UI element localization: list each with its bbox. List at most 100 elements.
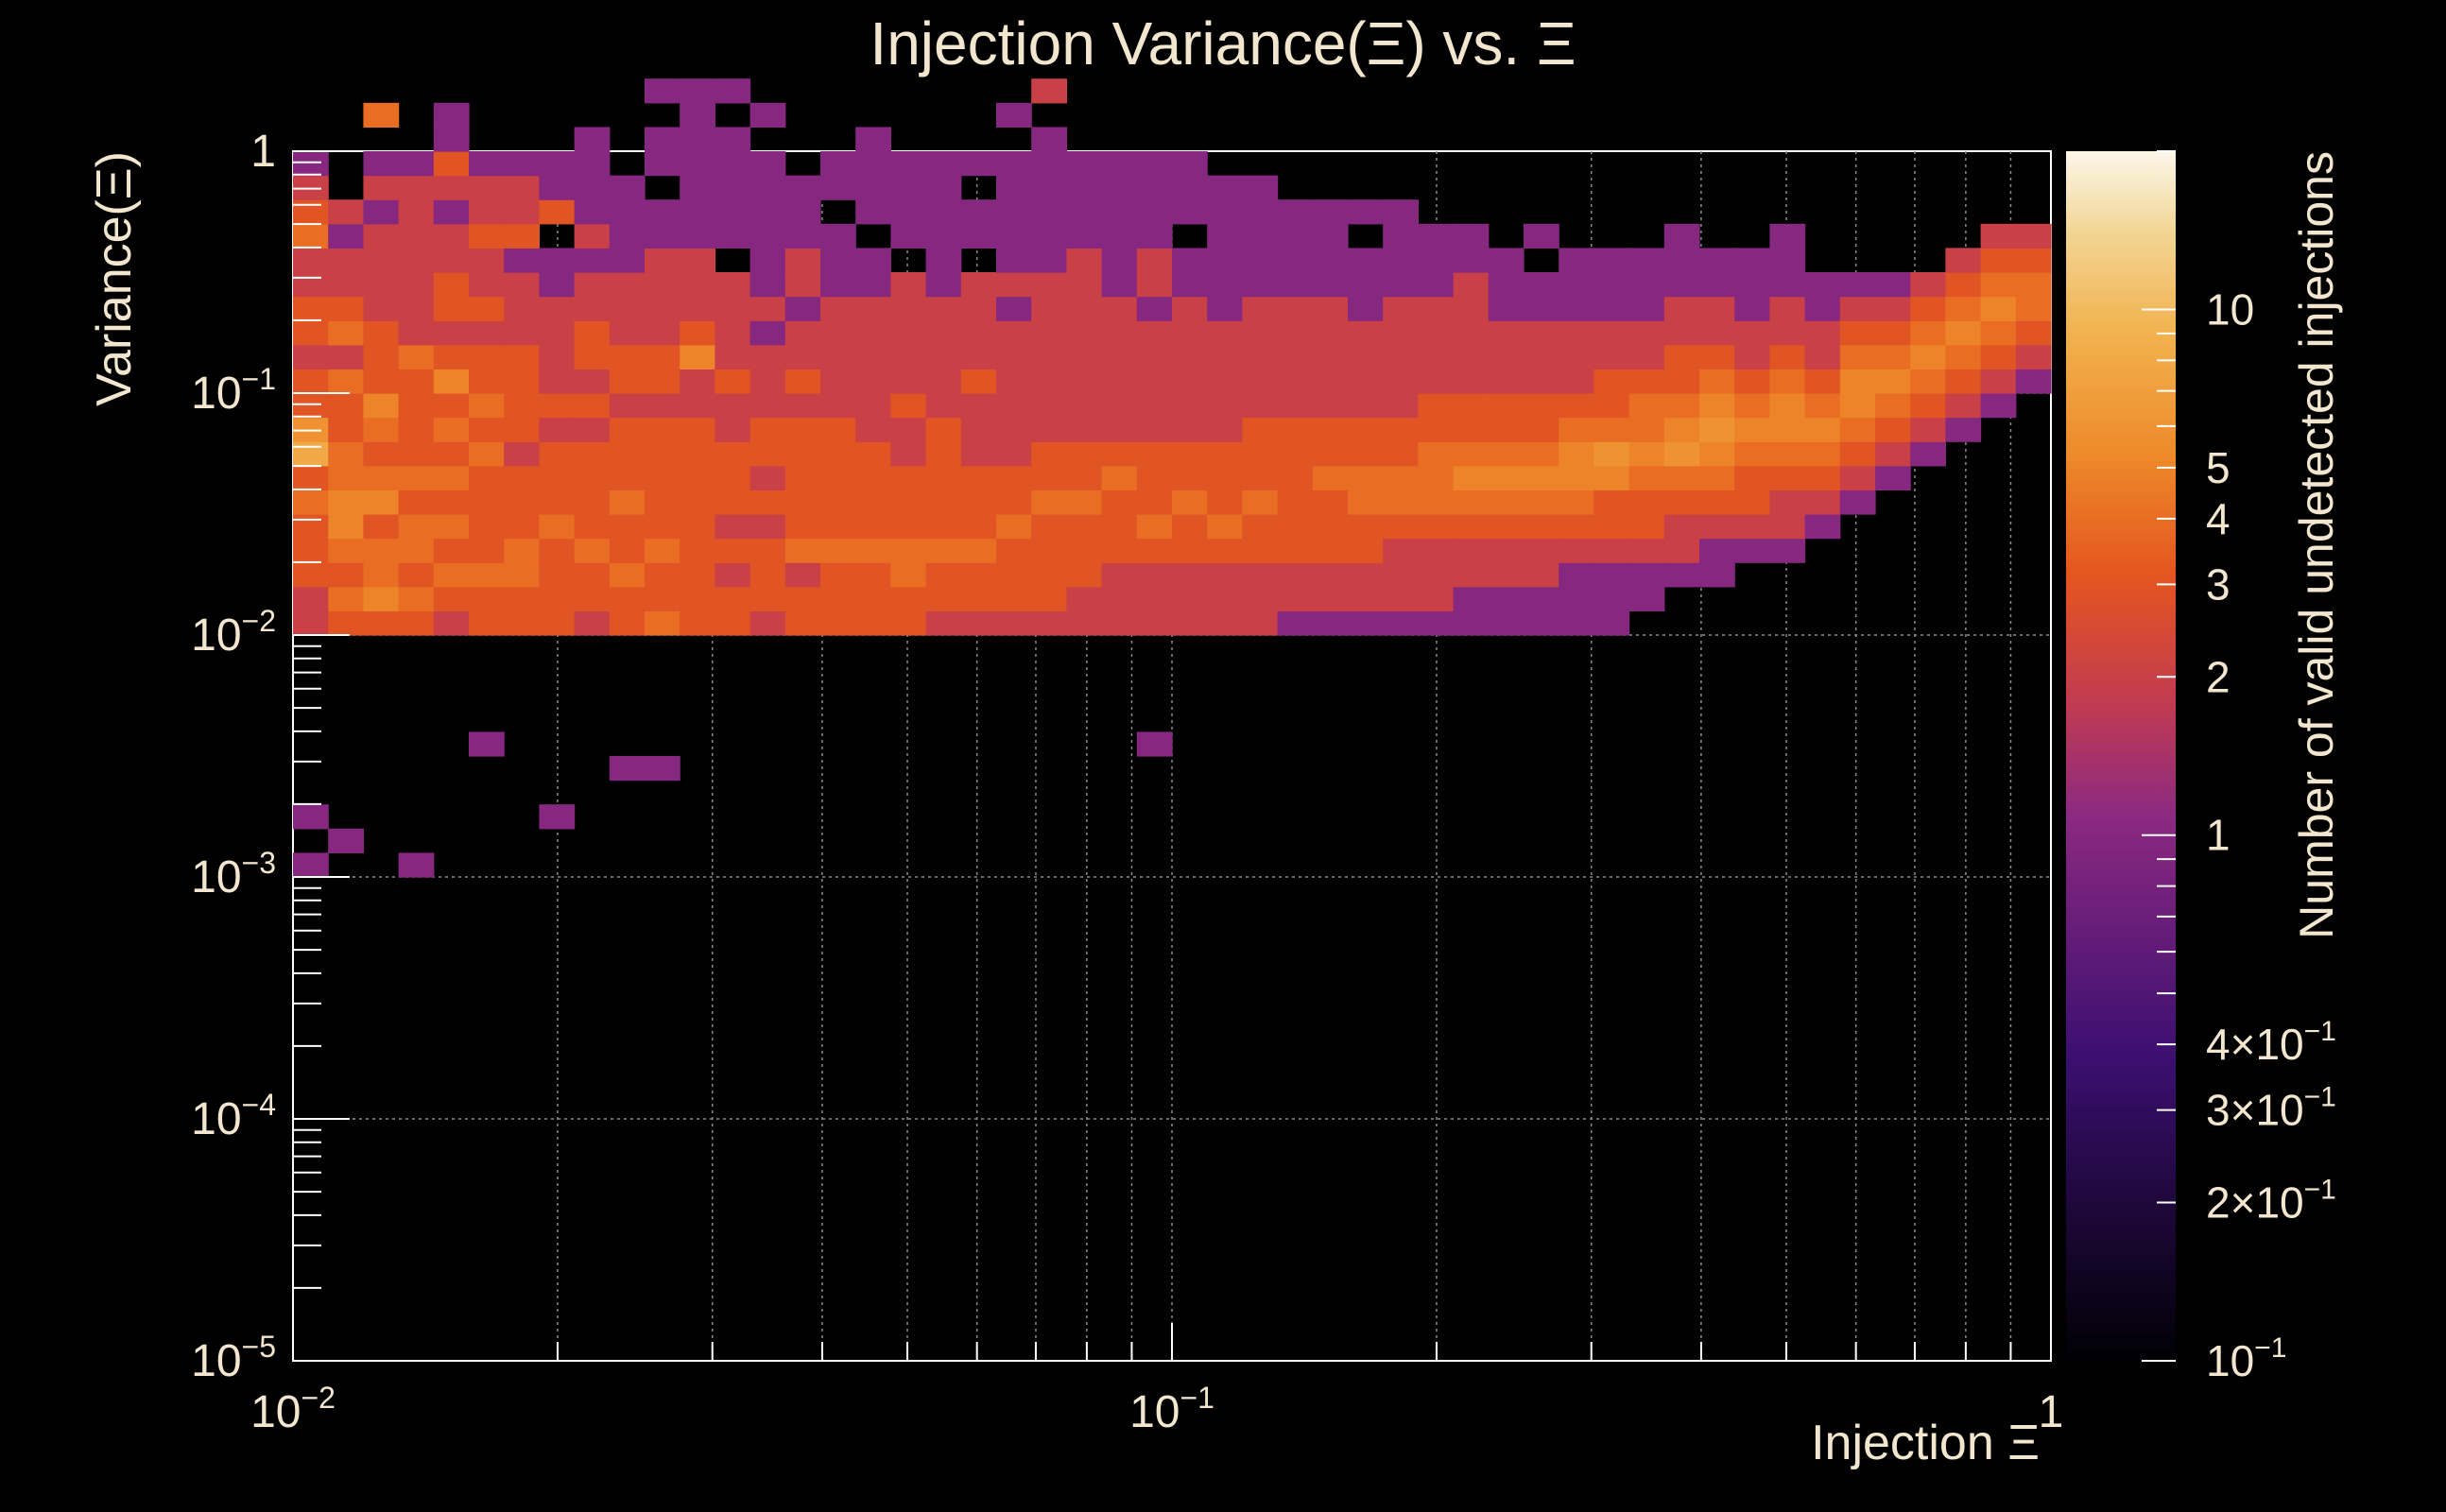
heatmap-cell xyxy=(645,127,680,152)
heatmap-cell xyxy=(1559,562,1594,588)
heatmap-cell xyxy=(1031,393,1067,419)
heatmap-cell xyxy=(1628,417,1665,442)
heatmap-cell xyxy=(293,538,329,563)
heatmap-cell xyxy=(1136,175,1173,200)
heatmap-cell xyxy=(1348,610,1384,636)
heatmap-cell xyxy=(784,248,821,273)
heatmap-cell xyxy=(1136,610,1173,636)
heatmap-cell xyxy=(1066,199,1103,225)
heatmap-cell xyxy=(1136,514,1173,540)
heatmap-cell xyxy=(1663,320,1700,346)
heatmap-cell xyxy=(1488,248,1524,273)
heatmap-cell xyxy=(1628,344,1665,369)
heatmap-cell xyxy=(1242,248,1279,273)
heatmap-cell xyxy=(433,538,470,563)
heatmap-cell xyxy=(1418,490,1455,515)
heatmap-cell xyxy=(1312,538,1349,563)
heatmap-cell xyxy=(328,828,364,853)
heatmap-cell xyxy=(1488,514,1524,540)
heatmap-cell xyxy=(749,369,786,394)
heatmap-cell xyxy=(574,151,611,177)
heatmap-cell xyxy=(1312,369,1349,394)
heatmap-cell xyxy=(609,756,646,782)
heatmap-cell xyxy=(433,175,470,200)
heatmap-cell xyxy=(1031,562,1067,588)
heatmap-cell xyxy=(433,562,470,588)
heatmap-cell xyxy=(1663,562,1700,588)
x-tick-label: 10−2 xyxy=(250,1381,336,1437)
heatmap-cell xyxy=(363,102,400,128)
heatmap-cell xyxy=(749,248,786,273)
heatmap-cell xyxy=(398,586,435,611)
heatmap-cell xyxy=(960,490,997,515)
heatmap-cell xyxy=(1734,344,1770,369)
heatmap-cell xyxy=(855,199,891,225)
heatmap-cell xyxy=(363,320,400,346)
heatmap-cell xyxy=(469,562,505,588)
heatmap-cell xyxy=(1172,248,1208,273)
heatmap-cell xyxy=(398,490,435,515)
heatmap-cell xyxy=(996,151,1032,177)
heatmap-cell xyxy=(855,538,891,563)
heatmap-cell xyxy=(1734,320,1770,346)
heatmap-cell xyxy=(1172,175,1208,200)
heatmap-cell xyxy=(539,514,576,540)
heatmap-cell xyxy=(645,223,680,249)
heatmap-cell xyxy=(1524,393,1559,419)
heatmap-cell xyxy=(749,175,786,200)
heatmap-cell xyxy=(469,610,505,636)
heatmap-cell xyxy=(363,248,400,273)
heatmap-cell xyxy=(1699,562,1735,588)
heatmap-cell xyxy=(398,175,435,200)
heatmap-cell xyxy=(715,417,751,442)
heatmap-cell xyxy=(680,223,715,249)
heatmap-cell xyxy=(1383,441,1419,467)
heatmap-cell xyxy=(1839,320,1876,346)
heatmap-cell xyxy=(1734,514,1770,540)
heatmap-cell xyxy=(1699,296,1735,321)
heatmap-cell xyxy=(680,199,715,225)
heatmap-cell xyxy=(1593,248,1630,273)
heatmap-cell xyxy=(1066,441,1103,467)
heatmap-cell xyxy=(1839,465,1876,490)
heatmap-cell xyxy=(1524,344,1559,369)
heatmap-cell xyxy=(1488,465,1524,490)
heatmap-cell xyxy=(680,151,715,177)
heatmap-cell xyxy=(890,199,927,225)
heatmap-cell xyxy=(1207,248,1243,273)
heatmap-cell xyxy=(1172,151,1208,177)
heatmap-cell xyxy=(1136,151,1173,177)
heatmap-cell xyxy=(1875,417,1911,442)
x-tick-label: 1 xyxy=(2039,1387,2064,1437)
heatmap-cell xyxy=(1207,296,1243,321)
colorbar-tick-label: 10 xyxy=(2206,284,2254,334)
heatmap-cell xyxy=(1101,538,1138,563)
heatmap-cell xyxy=(293,562,329,588)
heatmap-cell xyxy=(363,344,400,369)
heatmap-cell xyxy=(1031,248,1067,273)
heatmap-cell xyxy=(1348,586,1384,611)
heatmap-cell xyxy=(1418,562,1455,588)
heatmap-cell xyxy=(1524,562,1559,588)
heatmap-cell xyxy=(1242,538,1279,563)
heatmap-cell xyxy=(1699,272,1735,298)
heatmap-cell xyxy=(469,296,505,321)
heatmap-cell xyxy=(890,610,927,636)
heatmap-cell xyxy=(1839,490,1876,515)
heatmap-cell xyxy=(680,272,715,298)
heatmap-cell xyxy=(609,562,646,588)
heatmap-cell xyxy=(1804,490,1841,515)
heatmap-cell xyxy=(1559,417,1594,442)
heatmap-cell xyxy=(925,296,962,321)
heatmap-cell xyxy=(1980,248,2017,273)
heatmap-cell xyxy=(1348,320,1384,346)
heatmap-cell xyxy=(1242,586,1279,611)
heatmap-cell xyxy=(2015,272,2052,298)
heatmap-cell xyxy=(1734,417,1770,442)
heatmap-cell xyxy=(715,344,751,369)
heatmap-cell xyxy=(328,586,364,611)
heatmap-cell xyxy=(1277,610,1314,636)
heatmap-cell xyxy=(1031,441,1067,467)
heatmap-cell xyxy=(574,562,611,588)
heatmap-cell xyxy=(328,248,364,273)
